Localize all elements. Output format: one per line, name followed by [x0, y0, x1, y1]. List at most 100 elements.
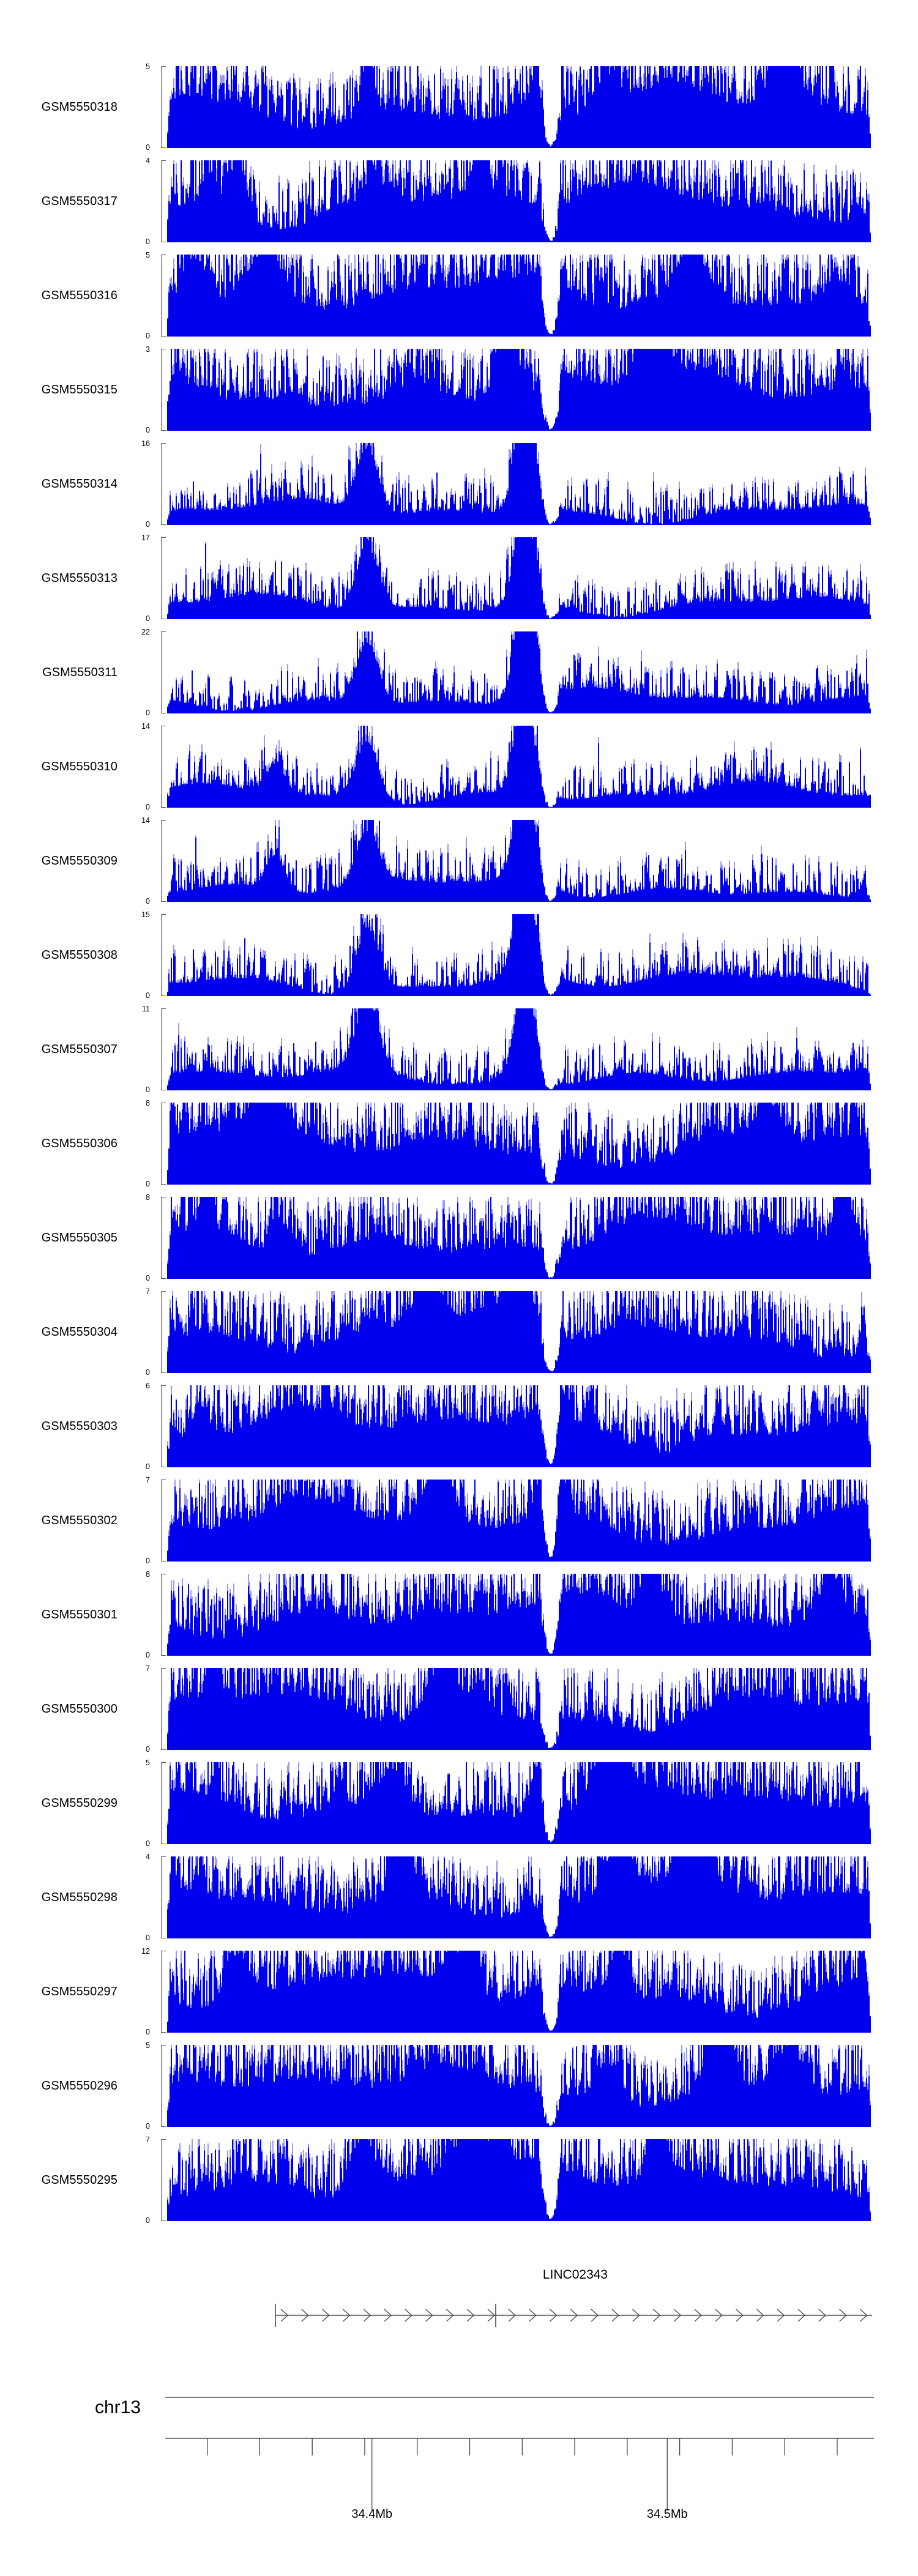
y-axis-max-label: 5 [146, 62, 150, 71]
coverage-area [166, 1103, 872, 1185]
y-axis-max-label: 5 [146, 2041, 150, 2050]
coverage-area [166, 66, 872, 148]
y-axis-min-label: 0 [146, 708, 150, 717]
y-axis: 22 0 [141, 628, 166, 717]
y-axis-bracket [161, 1103, 166, 1185]
coverage-track[interactable]: GSM5550318 5 0 [0, 62, 918, 151]
coverage-area [166, 1480, 872, 1562]
chromosome-axis-track: chr13 34.4Mb 34.5Mb [0, 2386, 918, 2521]
track-label: GSM5550318 [41, 100, 118, 114]
y-axis-max-label: 8 [146, 1099, 150, 1107]
y-axis-bracket [161, 631, 166, 713]
track-label: GSM5550311 [42, 665, 118, 679]
coverage-track[interactable]: GSM5550304 7 0 [0, 1288, 918, 1376]
coverage-track[interactable]: GSM5550310 14 0 [0, 723, 918, 811]
y-axis-min-label: 0 [146, 2121, 150, 2131]
y-axis: 11 0 [142, 1005, 166, 1093]
y-axis-min-label: 0 [146, 425, 150, 434]
y-axis: 14 0 [141, 723, 166, 811]
coverage-track[interactable]: GSM5550302 7 0 [0, 1476, 918, 1565]
y-axis-max-label: 14 [141, 816, 150, 825]
coverage-track[interactable]: GSM5550311 22 0 [0, 628, 918, 717]
y-axis-min-label: 0 [146, 1462, 150, 1471]
coverage-track[interactable]: GSM5550314 16 0 [0, 440, 918, 528]
track-label: GSM5550303 [41, 1419, 118, 1433]
y-axis-min-label: 0 [146, 519, 150, 529]
track-label: GSM5550313 [41, 571, 118, 585]
coverage-area [166, 443, 872, 525]
y-axis-min-label: 0 [146, 143, 150, 152]
coverage-track[interactable]: GSM5550315 3 0 [0, 346, 918, 434]
coverage-track[interactable]: GSM5550305 8 0 [0, 1194, 918, 1282]
y-axis-min-label: 0 [146, 614, 150, 623]
track-label: GSM5550300 [41, 1702, 118, 1716]
track-label: GSM5550298 [41, 1890, 118, 1904]
coverage-track[interactable]: GSM5550300 7 0 [0, 1664, 918, 1753]
y-axis-bracket [161, 1951, 166, 2033]
y-axis-min-label: 0 [146, 1368, 150, 1377]
coverage-area [166, 1008, 872, 1090]
coverage-track[interactable]: GSM5550303 6 0 [0, 1382, 918, 1470]
y-axis-bracket [161, 255, 166, 337]
y-axis-min-label: 0 [146, 1556, 150, 1565]
y-axis-bracket [161, 1480, 166, 1562]
coverage-area [166, 1762, 872, 1844]
coverage-track[interactable]: GSM5550306 8 0 [0, 1100, 918, 1188]
coverage-area [166, 1856, 872, 1938]
chromosome-axis-icon: 34.4Mb 34.5Mb [165, 2397, 874, 2521]
y-axis-bracket [161, 1008, 166, 1090]
y-axis-max-label: 5 [146, 251, 150, 259]
y-axis-min-label: 0 [146, 1650, 150, 1659]
coverage-track[interactable]: GSM5550316 5 0 [0, 251, 918, 340]
chromosome-label: chr13 [94, 2397, 141, 2418]
track-label: GSM5550295 [41, 2173, 118, 2187]
y-axis-min-label: 0 [146, 802, 150, 811]
y-axis-min-label: 0 [146, 1273, 150, 1282]
y-axis-max-label: 6 [146, 1382, 150, 1390]
coverage-area [166, 1197, 872, 1279]
y-axis-min-label: 0 [146, 1933, 150, 1942]
coverage-track[interactable]: GSM5550298 4 0 [0, 1853, 918, 1941]
coverage-track[interactable]: GSM5550307 11 0 [0, 1005, 918, 1093]
track-label: GSM5550310 [41, 759, 118, 773]
coverage-area [166, 2045, 872, 2127]
gene-label: LINC02343 [542, 2268, 608, 2282]
track-label: GSM5550302 [41, 1513, 118, 1527]
coverage-track[interactable]: GSM5550295 7 0 [0, 2136, 918, 2224]
y-axis-min-label: 0 [146, 1744, 150, 1754]
track-label: GSM5550316 [41, 288, 118, 302]
y-axis-max-label: 8 [146, 1570, 150, 1579]
coverage-area [166, 631, 872, 713]
coverage-track[interactable]: GSM5550308 15 0 [0, 911, 918, 999]
track-label: GSM5550306 [41, 1136, 118, 1150]
coverage-track[interactable]: GSM5550317 4 0 [0, 157, 918, 245]
y-axis-bracket [161, 537, 166, 619]
coverage-area [166, 1385, 872, 1467]
coverage-track[interactable]: GSM5550301 8 0 [0, 1571, 918, 1659]
y-axis-max-label: 4 [146, 157, 150, 165]
coverage-track[interactable]: GSM5550309 14 0 [0, 816, 918, 905]
coverage-track[interactable]: GSM5550297 12 0 [0, 1947, 918, 2036]
y-axis-bracket [161, 1762, 166, 1844]
y-axis-min-label: 0 [146, 331, 150, 340]
y-axis-max-label: 7 [146, 1664, 150, 1673]
coverage-track[interactable]: GSM5550313 17 0 [0, 534, 918, 622]
y-axis-max-label: 12 [141, 1947, 150, 1956]
y-axis-min-label: 0 [146, 2027, 150, 2036]
coverage-area [166, 1668, 872, 1750]
coverage-track[interactable]: GSM5550296 5 0 [0, 2042, 918, 2130]
gene-model-icon [275, 2304, 872, 2327]
y-axis-max-label: 5 [146, 1759, 150, 1767]
coverage-area [166, 820, 872, 902]
track-label: GSM5550301 [41, 1607, 118, 1621]
coverage-track[interactable]: GSM5550299 5 0 [0, 1759, 918, 1847]
